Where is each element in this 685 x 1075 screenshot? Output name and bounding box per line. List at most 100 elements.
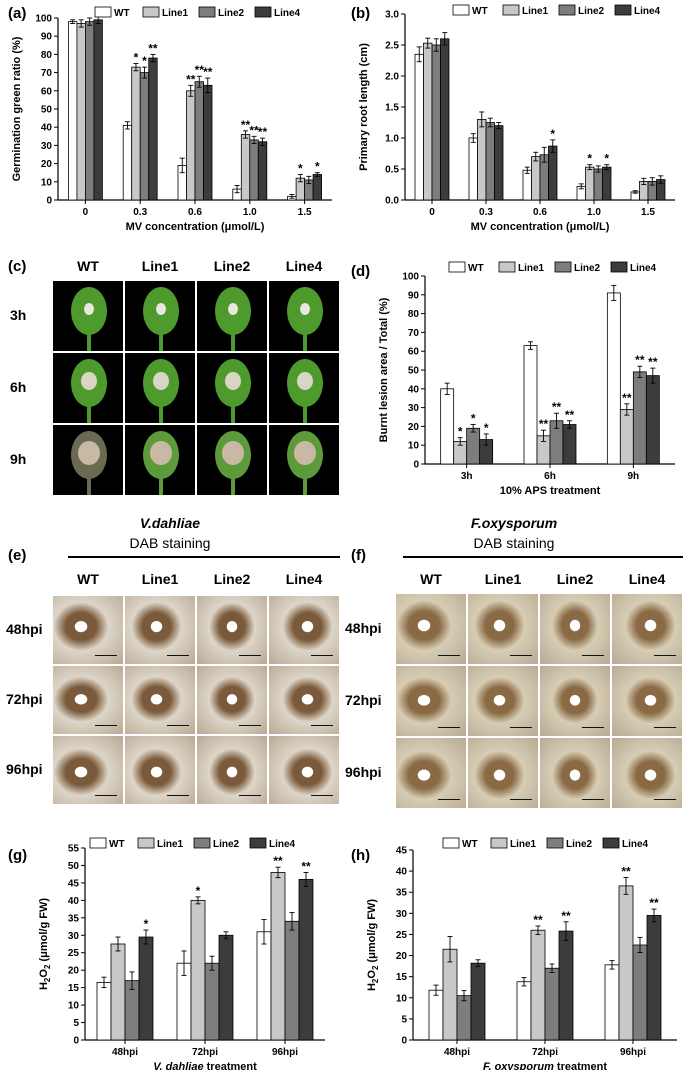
column-header: Line1 <box>141 258 179 274</box>
significance-mark: ** <box>621 864 631 878</box>
column-header: Line4 <box>285 258 323 274</box>
bar-line4 <box>470 962 486 1041</box>
scale-bar <box>438 654 460 656</box>
y-tick-label: 15 <box>396 972 408 983</box>
photo-cell <box>268 352 340 424</box>
x-axis-label: MV concentration (μmol/L) <box>471 221 610 233</box>
x-tick-label: 72hpi <box>192 1047 218 1058</box>
photo-cell <box>539 737 611 809</box>
bar-line1 <box>442 948 458 1041</box>
y-tick-label: 5 <box>73 1018 79 1029</box>
significance-mark: ** <box>565 408 575 422</box>
x-tick-label: 1.5 <box>641 207 655 218</box>
row-header: 96hpi <box>345 764 382 780</box>
bar-line1 <box>585 166 595 201</box>
scale-bar <box>582 726 604 728</box>
legend-label-line4: Line4 <box>630 263 657 274</box>
photo-cell <box>268 424 340 496</box>
legend-label-line2: Line2 <box>574 263 601 274</box>
bar-line2 <box>632 371 647 465</box>
y-tick-label: 90 <box>408 290 420 301</box>
photo-cell <box>395 665 467 737</box>
leaf-photo <box>215 359 251 423</box>
panel-c: (c) WT Line1 Line2 Line4 3h 6h 9h <box>0 252 340 502</box>
bar-wt <box>516 981 532 1041</box>
column-header: Line4 <box>285 571 323 587</box>
x-tick-label: 9h <box>627 471 639 482</box>
y-tick-label: 3.0 <box>385 10 399 21</box>
y-tick-label: 20 <box>396 951 408 962</box>
y-tick-label: 40 <box>68 896 80 907</box>
bar-line1 <box>76 23 86 201</box>
y-tick-label: 45 <box>396 846 408 857</box>
y-tick-label: 0 <box>401 1036 407 1047</box>
significance-mark: ** <box>258 125 268 139</box>
bar-wt <box>414 53 424 201</box>
chart-g: (g) 0 5 10 15 20 25 30 35 40 45 50 55 H2O2 (μmol/g FW… <box>8 837 325 1073</box>
column-header: Line1 <box>484 571 522 587</box>
legend-swatch-wt <box>448 261 466 273</box>
bar-line1 <box>110 943 126 1041</box>
chart-d: (d) 0 10 20 30 40 50 60 70 80 90 100 Burnt lesion ar… <box>351 261 675 497</box>
row-header: 6h <box>10 379 27 395</box>
bar-wt <box>256 931 272 1041</box>
significance-mark: * <box>587 152 592 166</box>
x-tick-label: 0.6 <box>533 207 547 218</box>
x-tick-label: 6h <box>544 471 556 482</box>
panel-e-title: V.dahliae <box>139 515 201 531</box>
y-tick-label: 0.0 <box>385 196 399 207</box>
bar-line4 <box>548 145 558 201</box>
bar-line2 <box>249 139 259 201</box>
scale-bar <box>239 654 261 656</box>
significance-mark: ** <box>561 909 571 923</box>
photo-cell <box>467 593 539 665</box>
y-tick-label: 80 <box>41 50 53 61</box>
leaf-photo <box>215 287 251 351</box>
photo-cell <box>268 735 340 805</box>
significance-mark: ** <box>539 417 549 431</box>
legend-label-line1: Line1 <box>157 839 184 850</box>
y-tick-label: 30 <box>41 141 53 152</box>
bar-line4 <box>138 936 154 1041</box>
leaf-photo <box>287 359 323 423</box>
legend-label-line1: Line1 <box>518 263 545 274</box>
row-header: 96hpi <box>6 761 43 777</box>
chart-b: (b) 0.0 0.5 1.0 1.5 2.0 2.5 3.0 Primary root len… <box>351 4 675 233</box>
y-tick-label: 10 <box>41 177 53 188</box>
photo-cell <box>611 737 683 809</box>
panel-f-subtitle: DAB staining <box>473 535 555 551</box>
panel-f: F.oxysporum DAB staining (f) WT Line1 Line… <box>343 515 685 810</box>
photo-cell <box>196 280 268 352</box>
legend-swatch-line4 <box>602 837 620 849</box>
row-header: 72hpi <box>6 691 43 707</box>
significance-mark: ** <box>186 72 196 86</box>
legend-label-line1: Line1 <box>522 6 549 17</box>
bar-line4 <box>440 38 450 201</box>
scale-bar <box>582 798 604 800</box>
y-tick-label: 80 <box>408 309 420 320</box>
photo-cell <box>52 595 124 665</box>
scale-bar <box>654 654 676 656</box>
scale-bar <box>510 798 532 800</box>
legend-swatch-line2 <box>193 837 211 849</box>
x-tick-label: 0.6 <box>188 207 202 218</box>
y-tick-label: 100 <box>402 272 419 283</box>
significance-mark: ** <box>241 118 251 132</box>
bar-line4 <box>312 174 323 201</box>
legend-label-line2: Line2 <box>566 839 593 850</box>
legend-label-wt: WT <box>468 263 484 274</box>
y-tick-label: 10 <box>396 993 408 1004</box>
photo-cell <box>196 424 268 496</box>
panel-a: (a) 0 10 20 30 40 50 60 70 80 90 100 Germination gre… <box>0 0 340 240</box>
significance-mark: * <box>144 917 149 931</box>
scale-bar <box>239 794 261 796</box>
significance-mark: * <box>142 54 147 68</box>
column-header: Line2 <box>213 571 251 587</box>
bar-line2 <box>485 122 495 201</box>
significance-mark: ** <box>195 63 205 77</box>
photo-cell <box>124 424 196 496</box>
y-tick-label: 35 <box>68 913 80 924</box>
x-tick-label: 1.0 <box>243 207 257 218</box>
panel-label-e: (e) <box>8 547 27 564</box>
y-tick-label: 15 <box>68 983 80 994</box>
